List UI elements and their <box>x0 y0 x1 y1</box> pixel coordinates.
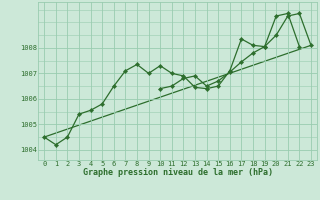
X-axis label: Graphe pression niveau de la mer (hPa): Graphe pression niveau de la mer (hPa) <box>83 168 273 177</box>
